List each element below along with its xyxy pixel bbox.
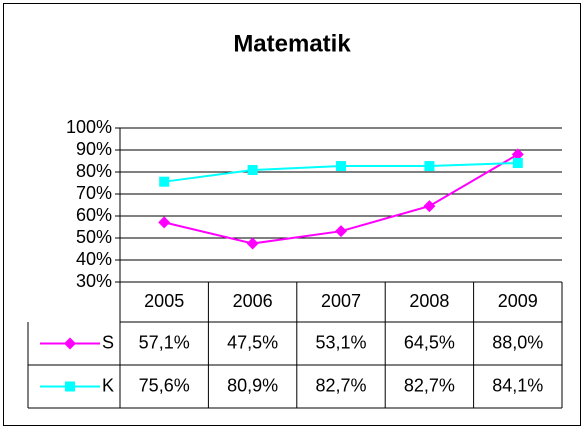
- data-point: [424, 161, 435, 172]
- table-value: 82,7%: [404, 375, 455, 395]
- y-tick-label: 70%: [76, 183, 112, 203]
- data-point: [336, 161, 346, 172]
- legend-key-marker: [65, 381, 75, 392]
- y-tick-label: 30%: [76, 271, 112, 291]
- table-value: 84,1%: [492, 375, 543, 395]
- legend-label: S: [102, 332, 114, 352]
- table-value: 75,6%: [139, 375, 190, 395]
- table-value: 80,9%: [227, 375, 278, 395]
- table-value: 64,5%: [404, 332, 455, 352]
- y-tick-label: 40%: [76, 249, 112, 269]
- table-value: 57,1%: [139, 332, 190, 352]
- y-tick-label: 80%: [76, 161, 112, 181]
- y-tick-label: 50%: [76, 227, 112, 247]
- chart-border: [3, 3, 581, 426]
- y-tick-label: 100%: [66, 117, 112, 137]
- chart-title: Matematik: [233, 30, 351, 57]
- x-tick-label: 2009: [498, 291, 538, 311]
- table-value: 47,5%: [227, 332, 278, 352]
- y-tick-label: 60%: [76, 205, 112, 225]
- x-tick-label: 2007: [321, 291, 361, 311]
- data-point: [335, 225, 347, 238]
- table-value: 82,7%: [315, 375, 366, 395]
- x-tick-label: 2006: [233, 291, 273, 311]
- legend-label: K: [102, 375, 114, 395]
- data-point: [158, 216, 171, 229]
- data-point: [247, 165, 258, 176]
- data-point: [423, 200, 436, 213]
- x-tick-label: 2008: [409, 291, 449, 311]
- table-value: 88,0%: [492, 332, 543, 352]
- x-tick-label: 2005: [144, 291, 184, 311]
- legend-key-marker: [64, 337, 76, 350]
- data-point: [159, 176, 170, 187]
- table-value: 53,1%: [315, 332, 366, 352]
- data-point: [511, 148, 524, 161]
- data-point: [512, 157, 523, 168]
- data-point: [246, 237, 259, 250]
- y-tick-label: 90%: [76, 139, 112, 159]
